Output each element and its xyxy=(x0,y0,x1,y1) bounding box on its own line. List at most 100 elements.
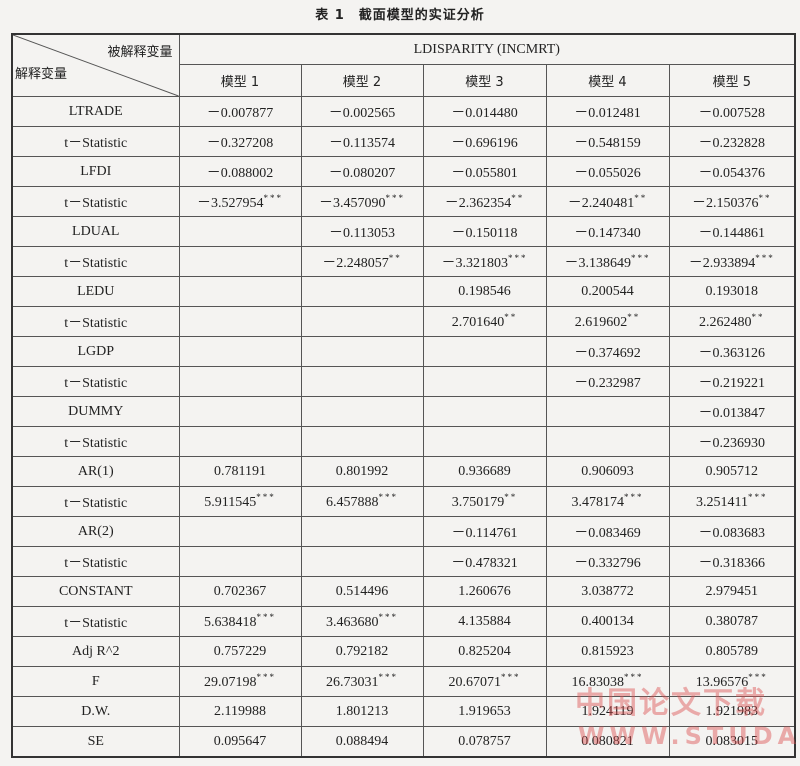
value-cell: 0.906093 xyxy=(545,456,670,487)
cell-value: 3.038772 xyxy=(581,583,634,599)
cell-value: 0.095647 xyxy=(213,733,267,749)
cell-value: －0.080207 xyxy=(328,165,396,181)
cell-value: 13.96576 xyxy=(695,675,749,690)
value-cell xyxy=(178,276,302,307)
value-cell xyxy=(300,306,424,337)
value-cell: －0.150118 xyxy=(422,216,547,247)
model-header-3: 模型 3 xyxy=(422,64,547,97)
table-row: Adj R^2 0.757229 0.792182 0.825204 0.815923 0… xyxy=(11,636,796,667)
value-cell xyxy=(178,366,302,397)
value-cell: －0.147340 xyxy=(545,216,670,247)
cell-value: －3.457090 xyxy=(319,195,386,211)
table-row: t－Statistic 2.701640** 2.619602** 2.262480*… xyxy=(11,306,796,337)
cell-value: 0.380787 xyxy=(705,613,759,629)
value-cell xyxy=(422,336,547,367)
value-cell xyxy=(178,216,302,247)
significance-stars: ** xyxy=(751,312,765,322)
table-row: t－Statistic －0.232987 －0.219221 xyxy=(11,366,796,397)
cell-value: －0.007528 xyxy=(698,105,766,121)
value-cell: 13.96576*** xyxy=(668,666,796,697)
cell-value: －0.219221 xyxy=(698,375,766,391)
cell-value: 1.924119 xyxy=(581,703,634,719)
value-cell xyxy=(300,396,424,427)
cell-value: 0.200544 xyxy=(581,283,634,299)
row-label: LTRADE xyxy=(11,96,180,127)
value-cell: －0.332796 xyxy=(545,546,670,577)
cell-value: －0.014480 xyxy=(451,105,518,121)
value-cell: －0.327208 xyxy=(178,126,302,157)
dependent-variable-name: LDISPARITY (INCMRT) xyxy=(178,33,796,65)
cell-value: 0.193018 xyxy=(705,283,759,299)
cell-value: 0.198546 xyxy=(458,283,511,299)
significance-stars: ** xyxy=(634,192,648,203)
value-cell: －0.007877 xyxy=(178,96,302,127)
value-cell: 2.119988 xyxy=(178,696,302,727)
value-cell: 0.702367 xyxy=(178,576,302,607)
regression-table: 被解释变量 解释变量 LDISPARITY (INCMRT) 模型 1 模型 2… xyxy=(11,33,797,758)
table-row: LEDU 0.198546 0.200544 0.193018 xyxy=(11,276,796,307)
value-cell: －0.007528 xyxy=(668,96,796,127)
value-cell: －0.013847 xyxy=(668,396,796,427)
cell-value: －0.113053 xyxy=(329,225,395,241)
cell-value: 1.801213 xyxy=(335,703,389,719)
cell-value: 2.619602 xyxy=(574,315,628,330)
value-cell: 0.380787 xyxy=(668,606,796,637)
significance-stars: *** xyxy=(755,252,775,263)
value-cell: －0.012481 xyxy=(545,96,670,127)
value-cell xyxy=(178,546,302,577)
cell-value: 16.83038 xyxy=(571,675,625,690)
cell-value: 1.260676 xyxy=(458,583,511,599)
value-cell: －2.362354** xyxy=(422,186,547,217)
value-cell: 16.83038*** xyxy=(545,666,670,697)
significance-stars: *** xyxy=(378,492,398,502)
value-cell: 0.200544 xyxy=(545,276,670,307)
cell-value: 5.638418 xyxy=(204,615,257,630)
value-cell: 0.815923 xyxy=(545,636,670,667)
cell-value: －0.327208 xyxy=(206,135,274,151)
value-cell: 5.911545*** xyxy=(178,486,302,517)
value-cell xyxy=(178,426,302,457)
table-row: t－Statistic －0.236930 xyxy=(11,426,796,457)
value-cell: －2.150376** xyxy=(668,186,796,217)
table-row: F 29.07198*** 26.73031*** 20.67071*** 16.830… xyxy=(11,666,796,697)
row-label: t－Statistic xyxy=(11,426,180,457)
value-cell: －3.321803*** xyxy=(422,246,547,277)
table-row: AR(1) 0.781191 0.801992 0.936689 0.906093 0.9… xyxy=(11,456,796,487)
cell-value: －2.248057 xyxy=(322,255,389,271)
significance-stars: ** xyxy=(758,192,772,203)
cell-value: 0.936689 xyxy=(458,463,511,479)
cell-value: 0.801992 xyxy=(335,463,389,479)
value-cell: 1.924119 xyxy=(545,696,670,727)
value-cell: －3.527954*** xyxy=(178,186,302,217)
cell-value: －0.332796 xyxy=(574,555,641,571)
value-cell: 0.078757 xyxy=(422,726,547,758)
cell-value: 0.083015 xyxy=(705,733,759,749)
value-cell xyxy=(545,396,670,427)
diagonal-line xyxy=(13,35,179,96)
significance-stars: *** xyxy=(256,492,276,502)
value-cell: 0.095647 xyxy=(178,726,302,758)
cell-value: 5.911545 xyxy=(204,495,257,510)
row-label: F xyxy=(11,666,180,697)
value-cell: 5.638418*** xyxy=(178,606,302,637)
value-cell: －2.933894*** xyxy=(668,246,796,277)
cell-value: －0.002565 xyxy=(328,105,396,121)
table-row: t－Statistic －2.248057** －3.321803*** －3.138… xyxy=(11,246,796,277)
cell-value: 0.781191 xyxy=(214,463,266,479)
value-cell: 0.757229 xyxy=(178,636,302,667)
value-cell: －2.240481** xyxy=(545,186,670,217)
cell-value: －0.696196 xyxy=(451,135,518,151)
significance-stars: *** xyxy=(748,672,768,682)
value-cell xyxy=(178,336,302,367)
table-row: t－Statistic －0.327208 －0.113574 －0.696196 －0… xyxy=(11,126,796,157)
value-cell: 0.080821 xyxy=(545,726,670,758)
cell-value: －0.236930 xyxy=(698,435,766,451)
cell-value: 3.478174 xyxy=(571,495,625,510)
table-row: t－Statistic 5.638418*** 3.463680*** 4.13588… xyxy=(11,606,796,637)
row-label: D.W. xyxy=(11,696,180,727)
model-header-1: 模型 1 xyxy=(178,64,302,97)
row-label: LGDP xyxy=(11,336,180,367)
cell-value: －0.363126 xyxy=(698,345,766,361)
row-label: LDUAL xyxy=(11,216,180,247)
row-label: t－Statistic xyxy=(11,606,180,637)
